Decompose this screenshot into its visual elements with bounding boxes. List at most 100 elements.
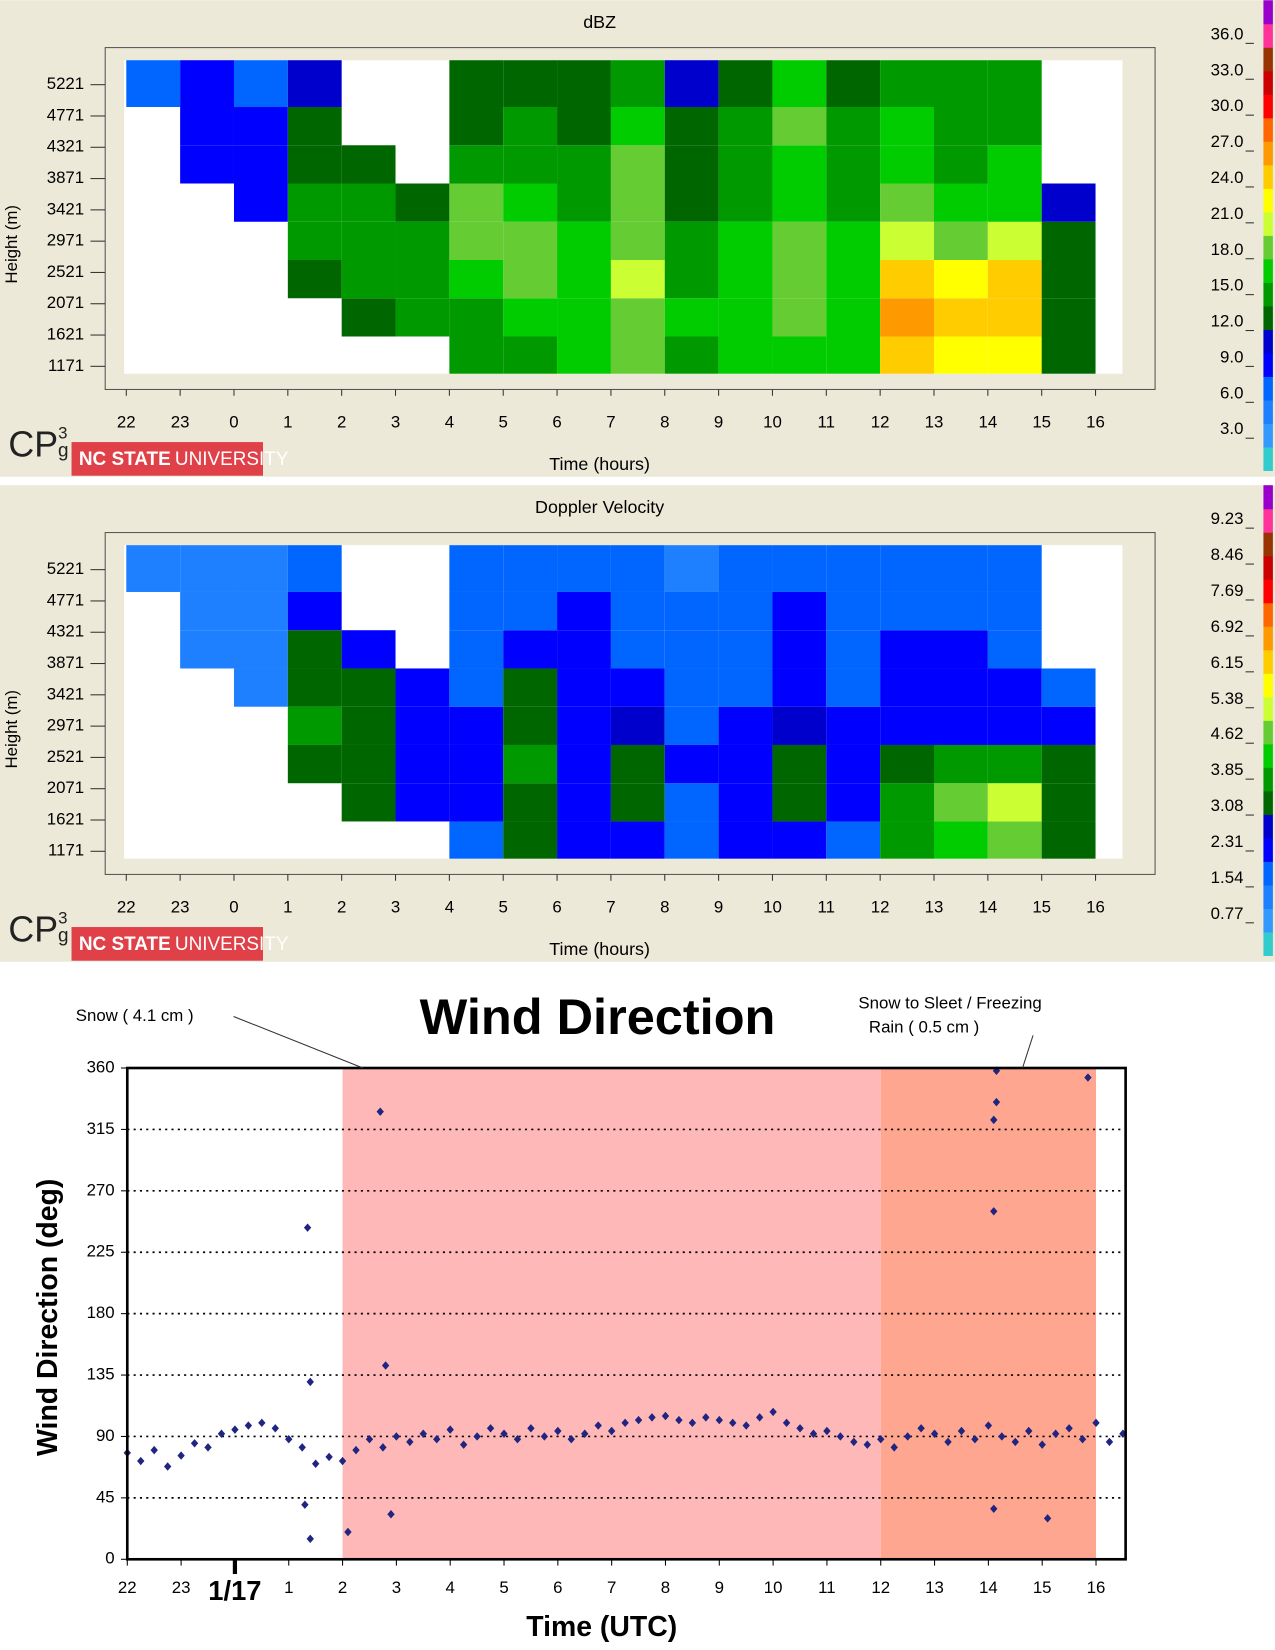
heatmap-cell [826, 60, 881, 108]
heatmap-cell [826, 630, 881, 669]
data-point [890, 1443, 898, 1452]
colorbar-label: 33.0 [1211, 60, 1244, 79]
colorbar-segment [1263, 508, 1273, 533]
x-tick-label: 7 [606, 898, 615, 917]
x-tick-label: 6 [552, 413, 561, 432]
heatmap-cell [557, 706, 611, 745]
data-point [917, 1424, 925, 1433]
data-point [231, 1425, 239, 1434]
heatmap-cell [987, 298, 1042, 337]
data-point [376, 1107, 384, 1116]
heatmap-cell [1041, 821, 1096, 859]
heatmap-cell [395, 183, 450, 222]
data-point [809, 1429, 818, 1438]
heatmap-cell [287, 221, 342, 261]
x-tick-label: 0 [229, 898, 238, 917]
heatmap-cell [287, 545, 342, 592]
heatmap-cell [664, 591, 719, 631]
heatmap-cell [449, 260, 504, 299]
colorbar-label: 1.54 [1211, 868, 1244, 887]
colorbar-segment [1263, 94, 1273, 119]
x-tick-label: 9 [714, 413, 723, 432]
heatmap-cell [772, 545, 827, 592]
y-tick-label: 5221 [47, 74, 84, 93]
data-point [311, 1459, 320, 1468]
heatmap-cell [664, 107, 719, 146]
colorbar-segment [1263, 602, 1273, 627]
heatmap-cell [557, 183, 611, 222]
heatmap-cell [933, 591, 988, 631]
heatmap-cell [772, 783, 827, 822]
heatmap-cell [557, 591, 611, 631]
heatmap-cell [880, 545, 934, 592]
heatmap-cell [664, 336, 719, 374]
colorbar-segment [1263, 790, 1273, 815]
heatmap-cell [126, 60, 181, 108]
heatmap-cell [933, 821, 988, 859]
heatmap-cell [826, 545, 881, 592]
logo-text: CP [8, 425, 58, 465]
data-point [661, 1411, 670, 1421]
heatmap-cell [826, 821, 881, 859]
heatmap-cell [1041, 706, 1096, 745]
heatmap-cell [664, 221, 719, 261]
heatmap-cell [718, 260, 773, 299]
data-point [217, 1429, 226, 1438]
annotation-leader [1022, 1035, 1034, 1069]
y-tick-label: 45 [96, 1487, 115, 1506]
heatmap-cell [987, 668, 1042, 707]
x-tick-label: 1 [283, 413, 292, 432]
data-point [381, 1361, 390, 1370]
x-tick-label: 1 [283, 898, 292, 917]
data-point [177, 1451, 185, 1460]
heatmap-cell [987, 706, 1042, 745]
heatmap-cell [233, 183, 288, 222]
heatmap-cell [395, 260, 450, 299]
heatmap-cell [557, 260, 611, 299]
heatmap-cell [933, 706, 988, 745]
colorbar-segment [1263, 188, 1273, 213]
data-point [984, 1421, 993, 1430]
heatmap-cell [933, 336, 988, 374]
y-tick-label: 1621 [47, 324, 84, 343]
heatmap-cell [987, 591, 1042, 631]
heatmap-cell [449, 60, 504, 108]
heatmap-cell [880, 706, 934, 745]
chart-title: Wind Direction [420, 988, 776, 1045]
y-tick-label: 0 [105, 1549, 114, 1568]
x-tick-label: 6 [552, 898, 561, 917]
heatmap-cell [503, 668, 558, 707]
heatmap-cell [449, 821, 504, 859]
x-tick-label: 8 [660, 898, 669, 917]
heatmap-cell [826, 107, 881, 146]
x-tick-label: 16 [1086, 413, 1105, 432]
heatmap-cell [449, 783, 504, 822]
heatmap-cell [880, 107, 934, 146]
colorbar-segment [1263, 352, 1273, 377]
heatmap-cell [1041, 336, 1096, 374]
heatmap-cell [557, 783, 611, 822]
colorbar-segment [1263, 532, 1273, 557]
heatmap-cell [987, 821, 1042, 859]
colorbar-segment [1263, 931, 1273, 956]
heatmap-cell [987, 60, 1042, 108]
heatmap-cell [1041, 668, 1096, 707]
heatmap-cell [503, 298, 558, 337]
heatmap-cell [449, 630, 504, 669]
y-tick-label: 360 [87, 1057, 115, 1076]
heatmap-cell [503, 60, 558, 108]
heatmap-cell [180, 545, 234, 592]
heatmap-cell [449, 107, 504, 146]
heatmap-cell [1041, 744, 1096, 784]
heatmap-cell [287, 630, 342, 669]
y-tick-label: 3421 [47, 684, 84, 703]
heatmap-cell [395, 706, 450, 745]
data-point [957, 1426, 966, 1436]
x-tick-label: 15 [1032, 898, 1051, 917]
heatmap-cell [395, 744, 450, 784]
x-tick-label: 16 [1086, 898, 1105, 917]
colorbar-label: 6.92 [1211, 617, 1244, 636]
heatmap-cell [987, 744, 1042, 784]
heatmap-cell [718, 744, 773, 784]
heatmap-cell [987, 221, 1042, 261]
